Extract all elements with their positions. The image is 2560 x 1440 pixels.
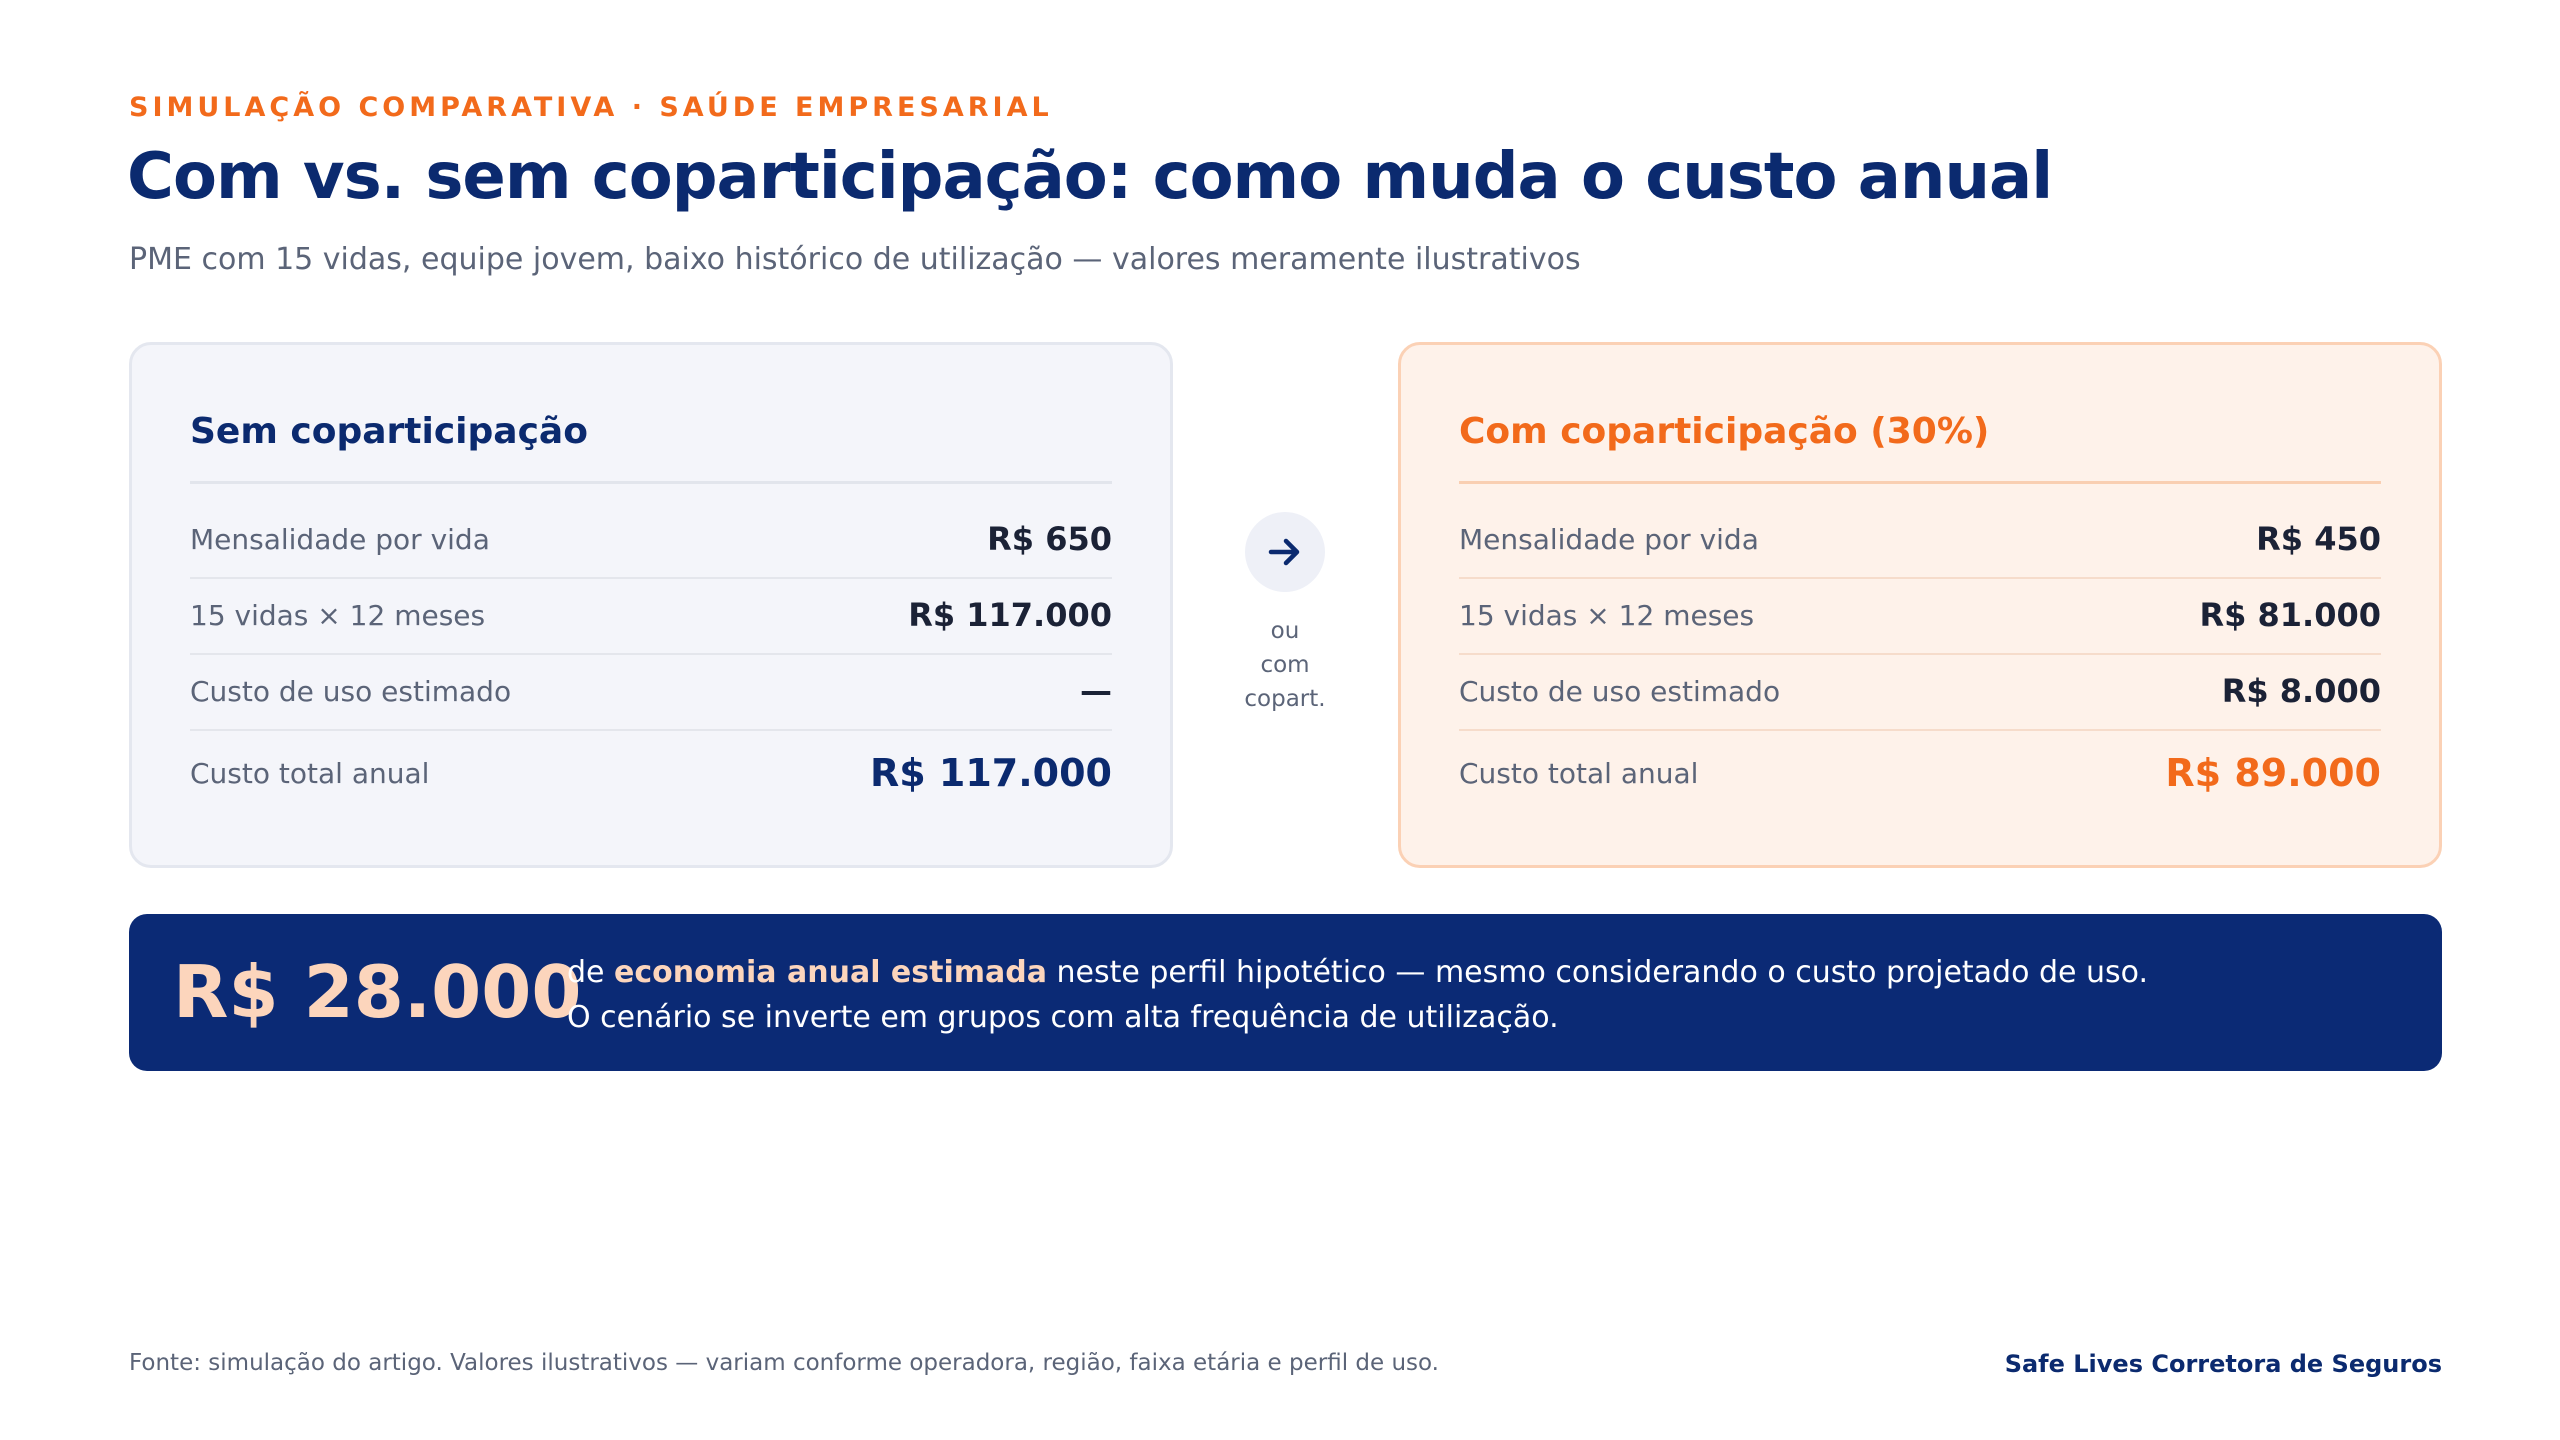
card-title: Com coparticipação (30%) — [1459, 411, 1990, 452]
divider — [1459, 481, 2381, 484]
banner-line2: O cenário se inverte em grupos com alta … — [567, 1000, 1559, 1035]
row-monthly-per-life: Mensalidade por vida R$ 650 — [190, 501, 1112, 579]
row-label: Custo de uso estimado — [190, 674, 512, 708]
row-value: R$ 117.000 — [908, 596, 1112, 634]
row-monthly-per-life: Mensalidade por vida R$ 450 — [1459, 501, 2381, 579]
eyebrow-label: SIMULAÇÃO COMPARATIVA · SAÚDE EMPRESARIA… — [129, 92, 1053, 123]
row-label: Mensalidade por vida — [1459, 522, 1759, 556]
source-note: Fonte: simulação do artigo. Valores ilus… — [129, 1350, 1439, 1376]
row-value: R$ 81.000 — [2199, 596, 2381, 634]
row-label: Custo total anual — [1459, 756, 1699, 790]
row-label: Custo total anual — [190, 756, 430, 790]
brand-name: Safe Lives Corretora de Seguros — [2004, 1350, 2442, 1378]
row-lives-months: 15 vidas × 12 meses R$ 117.000 — [190, 577, 1112, 655]
row-value: R$ 450 — [2256, 520, 2381, 558]
page-title: Com vs. sem coparticipação: como muda o … — [127, 140, 2053, 214]
page-subtitle: PME com 15 vidas, equipe jovem, baixo hi… — [129, 242, 1581, 277]
savings-text: de economia anual estimada neste perfil … — [567, 950, 2148, 1040]
row-lives-months: 15 vidas × 12 meses R$ 81.000 — [1459, 577, 2381, 655]
row-label: 15 vidas × 12 meses — [1459, 598, 1755, 632]
row-value: R$ 650 — [987, 520, 1112, 558]
row-label: Mensalidade por vida — [190, 522, 490, 556]
separator-text: ou — [1270, 618, 1300, 644]
banner-text-pre: de — [567, 955, 615, 990]
separator-text: copart. — [1244, 686, 1326, 712]
total-value: R$ 89.000 — [2165, 751, 2381, 795]
row-annual-total: Custo total anual R$ 117.000 — [190, 735, 1112, 811]
row-value: R$ 8.000 — [2221, 672, 2381, 710]
row-label: Custo de uso estimado — [1459, 674, 1781, 708]
separator-text: com — [1260, 652, 1310, 678]
comparison-separator: ou com copart. — [1243, 512, 1327, 716]
banner-highlight: economia anual estimada — [614, 955, 1047, 990]
card-with-copay: Com coparticipação (30%) Mensalidade por… — [1398, 342, 2442, 868]
card-title: Sem coparticipação — [190, 411, 588, 452]
row-usage-cost: Custo de uso estimado R$ 8.000 — [1459, 653, 2381, 731]
row-annual-total: Custo total anual R$ 89.000 — [1459, 735, 2381, 811]
card-without-copay: Sem coparticipação Mensalidade por vida … — [129, 342, 1173, 868]
total-value: R$ 117.000 — [869, 751, 1112, 795]
row-label: 15 vidas × 12 meses — [190, 598, 486, 632]
savings-amount: R$ 28.000 — [173, 950, 582, 1034]
arrow-right-icon — [1245, 512, 1325, 592]
row-usage-cost: Custo de uso estimado — — [190, 653, 1112, 731]
banner-text-post: neste perfil hipotético — mesmo consider… — [1046, 955, 2149, 990]
divider — [190, 481, 1112, 484]
row-value: — — [1080, 672, 1112, 710]
savings-banner: R$ 28.000 de economia anual estimada nes… — [129, 914, 2442, 1071]
